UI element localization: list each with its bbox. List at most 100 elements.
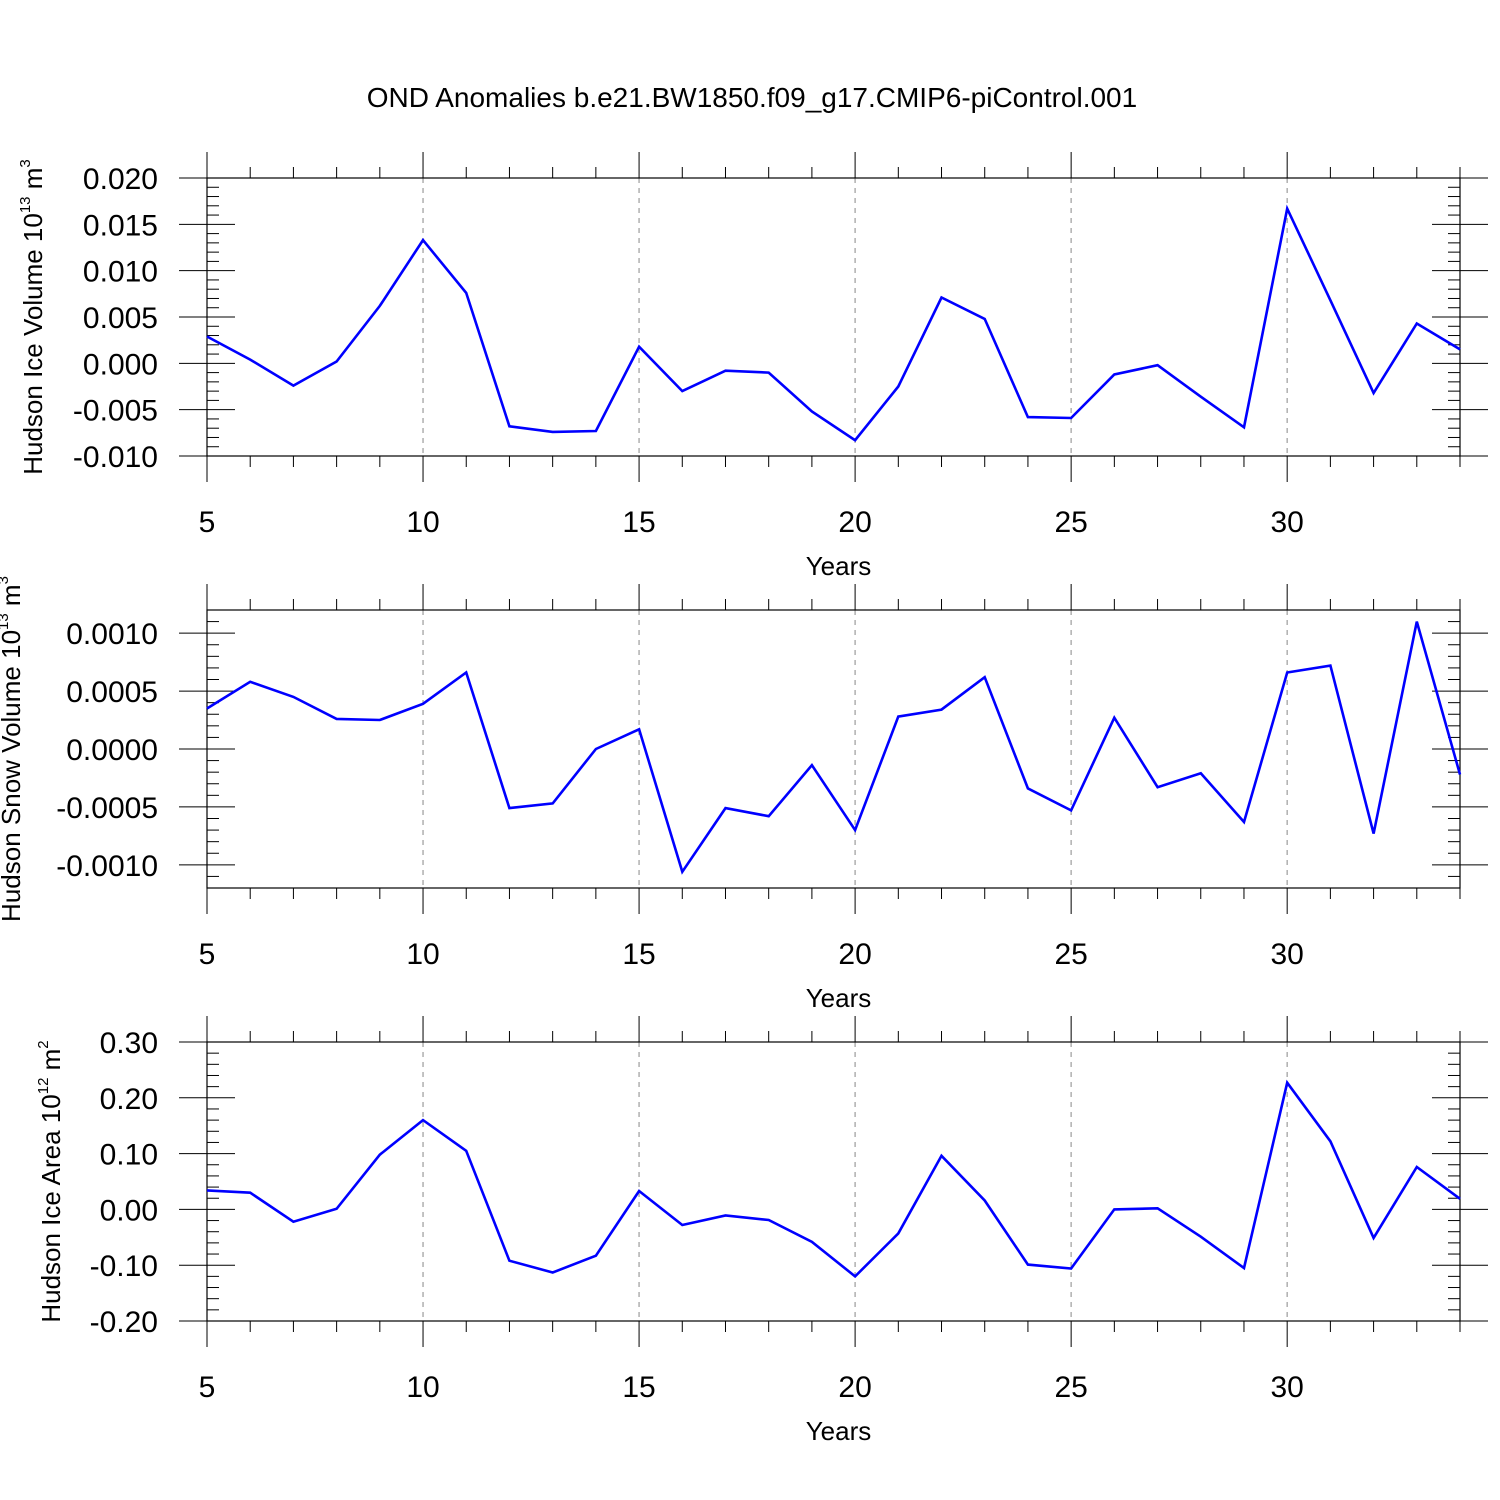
data-point [983,675,987,679]
x-axis-label: Years [806,1416,872,1446]
series-line [206,621,1462,875]
data-point [291,384,295,388]
data-point [507,424,511,428]
y-tick-label: -0.0010 [56,850,158,883]
data-point [205,1188,209,1192]
data-point [680,389,684,393]
data-point [983,1198,987,1202]
data-point [767,1218,771,1222]
data-point [248,358,252,362]
series-line [206,204,1461,442]
panel-hudson-ice-volume: -0.010 -0.005 0.000 0.005 0.010 0.015 0.020 5 10… [17,152,1488,581]
x-tick-label: 30 [1270,938,1303,971]
data-point [637,1189,641,1193]
y-tick-label: 0.00 [100,1194,158,1227]
data-point [378,1153,382,1157]
y-tick-label: 0.0010 [66,618,158,651]
data-point [464,671,468,675]
x-tick-label: 25 [1054,938,1087,971]
y-tick-label: 0.0005 [66,676,158,709]
y-tick-label: 0.0000 [66,734,158,767]
data-point [1458,347,1462,351]
x-axis-label: Years [806,983,872,1013]
data-point [291,695,295,699]
x-tick-label: 25 [1054,1371,1087,1404]
data-point [1069,1267,1073,1271]
data-point [983,317,987,321]
data-point [1415,620,1419,624]
y-tick-label: 0.005 [83,302,158,335]
y-axis-label: Hudson Ice Volume 1013 m3 [17,159,48,475]
data-point [1458,772,1462,776]
data-point [1415,321,1419,325]
data-point [1458,1197,1462,1201]
x-tick-label: 20 [838,506,871,539]
data-point [723,369,727,373]
data-point [1069,808,1073,812]
data-point [464,291,468,295]
data-point [335,1207,339,1211]
data-point [853,828,857,832]
y-tick-label: 0.30 [100,1027,158,1060]
data-point [1328,1139,1332,1143]
data-point [1242,820,1246,824]
x-tick-label: 30 [1270,506,1303,539]
y-tick-label: -0.005 [73,395,158,428]
data-point [853,1274,857,1278]
y-tick-label: -0.20 [90,1306,158,1339]
data-point [1026,1263,1030,1267]
x-tick-label: 10 [406,506,439,539]
data-point [1069,416,1073,420]
data-point [205,706,209,710]
data-point [1242,425,1246,429]
data-point [378,304,382,308]
data-point [594,1254,598,1258]
data-point [940,1154,944,1158]
data-point [637,727,641,731]
panel-hudson-ice-area: -0.20 -0.10 0.00 0.10 0.20 0.30 5 10 15 20 25 30 Yea… [35,1016,1488,1446]
data-point [896,715,900,719]
data-point [594,747,598,751]
data-point [335,359,339,363]
data-point [594,429,598,433]
plot-frame [206,609,1461,889]
data-point [248,680,252,684]
data-point [723,1214,727,1218]
panel-hudson-snow-volume: -0.0010 -0.0005 0.0000 0.0005 0.0010 5 10 15 20 2… [0,576,1488,1013]
data-point [1156,785,1160,789]
data-point [940,708,944,712]
data-point [1285,1081,1289,1085]
x-tick-label: 15 [622,506,655,539]
data-point [248,1191,252,1195]
data-point [551,430,555,434]
data-point [940,296,944,300]
data-point [810,410,814,414]
y-tick-label: 0.10 [100,1139,158,1172]
data-point [896,1231,900,1235]
data-point [1372,1236,1376,1240]
data-point [1156,1206,1160,1210]
data-point [1026,786,1030,790]
data-point [767,371,771,375]
x-tick-label: 5 [199,506,216,539]
data-point [551,801,555,805]
data-point [810,1240,814,1244]
chart-title: OND Anomalies b.e21.BW1850.f09_g17.CMIP6… [367,82,1137,113]
data-point [421,702,425,706]
data-point [1199,771,1203,775]
data-point [1199,395,1203,399]
y-tick-label: -0.0005 [56,792,158,825]
data-point [507,806,511,810]
x-tick-label: 15 [622,938,655,971]
data-point [680,870,684,874]
data-point [680,1223,684,1227]
plot-frame [206,177,1461,457]
data-point [551,1270,555,1274]
plot-frame [206,1041,1461,1322]
x-tick-label: 20 [838,1371,871,1404]
x-tick-label: 20 [838,938,871,971]
data-point [464,1149,468,1153]
data-point [1372,832,1376,836]
y-axis-label: Hudson Ice Area 1012 m2 [35,1040,66,1322]
